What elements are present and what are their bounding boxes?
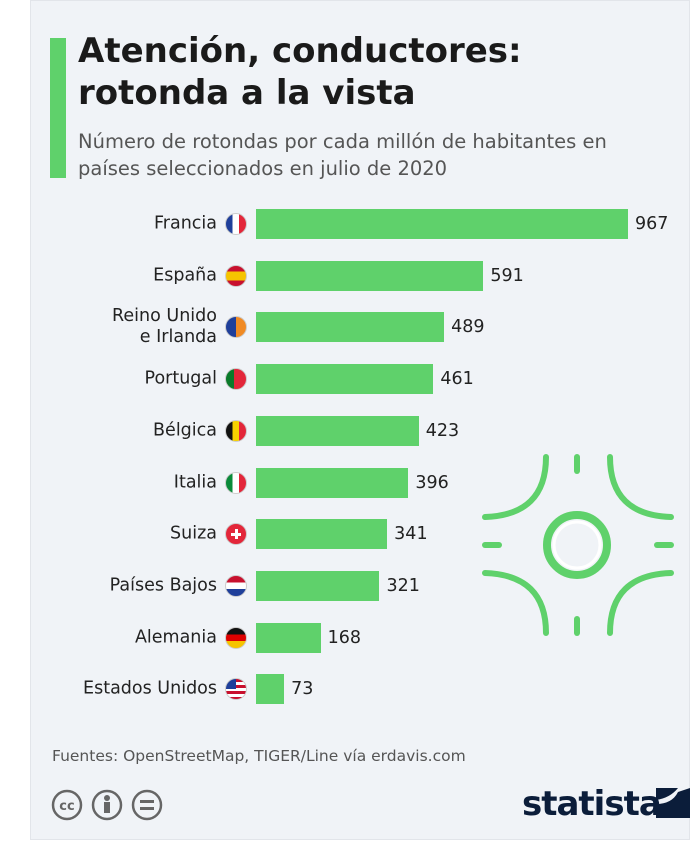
- license-icons: cc: [51, 789, 163, 821]
- category-label: Suiza: [170, 523, 217, 544]
- flag-icon: [225, 213, 247, 235]
- source-note: Fuentes: OpenStreetMap, TIGER/Line vía e…: [52, 747, 466, 765]
- brand-logo: statista: [522, 784, 662, 824]
- bar: [256, 415, 419, 446]
- value-label: 489: [451, 317, 485, 338]
- bar: [256, 674, 285, 705]
- value-label: 341: [394, 524, 428, 545]
- category-label: España: [153, 265, 217, 286]
- category-label: Bélgica: [153, 420, 217, 441]
- bar: [256, 467, 409, 498]
- value-label: 967: [635, 214, 669, 234]
- flag-icon: [225, 368, 247, 391]
- bar: [256, 622, 321, 653]
- svg-text:cc: cc: [59, 799, 74, 814]
- bar: [256, 209, 628, 239]
- chart-title: Atención, conductores: rotonda a la vist…: [78, 31, 522, 113]
- bar: [256, 312, 445, 343]
- bar: [256, 570, 380, 601]
- value-label: 591: [490, 265, 524, 286]
- value-label: 73: [291, 679, 314, 700]
- category-label: Estados Unidos: [83, 678, 217, 699]
- category-label: Francia: [153, 213, 217, 234]
- roundabout-icon: [482, 454, 674, 636]
- flag-icon: [225, 264, 247, 287]
- value-label: 168: [327, 627, 362, 648]
- value-label: 461: [440, 369, 474, 390]
- flag-icon: [225, 419, 247, 442]
- category-label: Italia: [173, 472, 217, 492]
- flag-icon: [225, 678, 247, 701]
- brand-mark: [656, 788, 690, 818]
- flag-icon: [225, 471, 247, 494]
- category-label: Países Bajos: [109, 575, 217, 596]
- flag-icon: [225, 523, 247, 546]
- flag-icon: [225, 316, 247, 339]
- flag-icon: [225, 626, 247, 649]
- value-label: 321: [386, 575, 420, 596]
- accent-bar: [50, 38, 66, 178]
- category-label: Alemania: [134, 627, 217, 648]
- bar: [256, 519, 388, 550]
- category-label: Reino Unido e Irlanda: [112, 306, 217, 348]
- flag-icon: [225, 574, 247, 597]
- bar: [256, 260, 484, 291]
- value-label: 423: [425, 420, 460, 441]
- category-label: Portugal: [144, 368, 217, 389]
- chart-subtitle: Número de rotondas por cada millón de ha…: [78, 130, 607, 180]
- bar: [256, 364, 434, 395]
- value-label: 396: [415, 472, 449, 493]
